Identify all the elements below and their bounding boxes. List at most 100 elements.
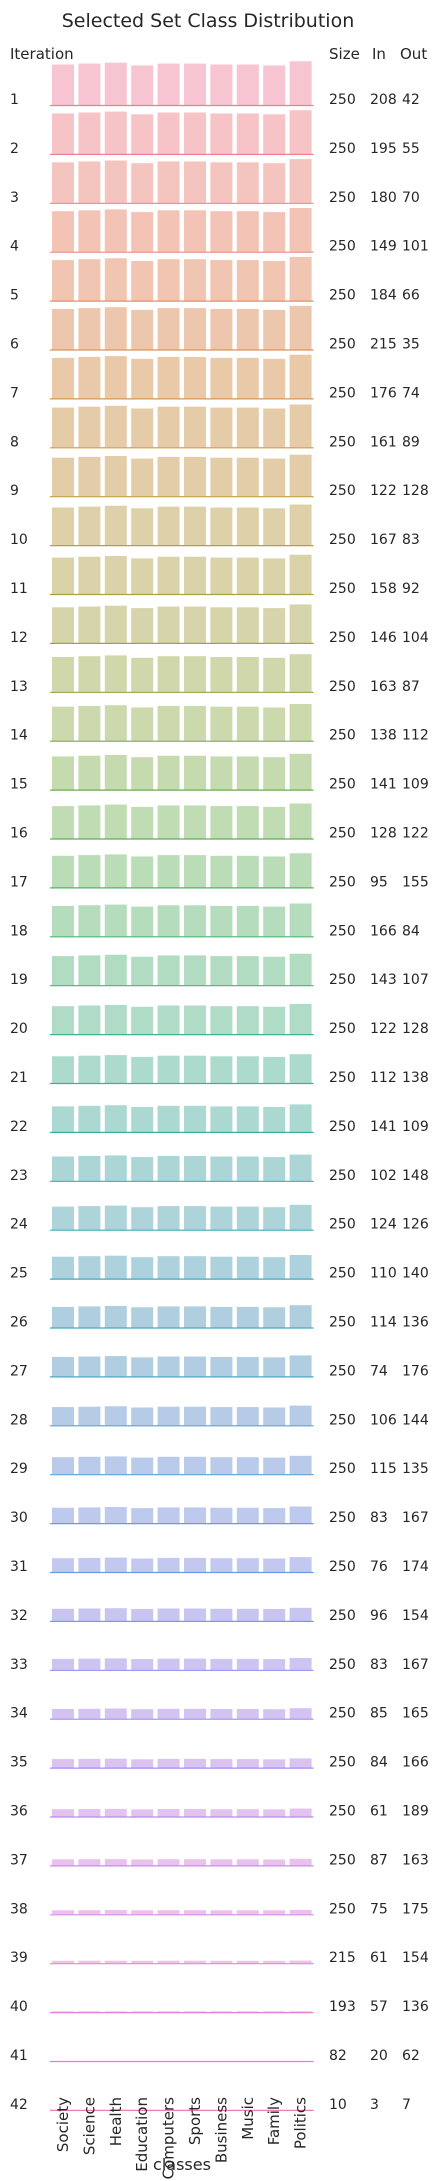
bar [210,1960,233,1964]
bar [131,508,154,546]
bar [157,1406,180,1426]
iteration-label: 40 [10,1999,28,2015]
stat-out: 155 [402,874,429,890]
iteration-label: 17 [10,874,28,890]
bar [236,706,259,741]
stat-in: 138 [370,728,397,744]
stat-in: 61 [370,1804,388,1820]
bar [184,705,206,741]
bar [157,456,180,497]
bar [236,557,259,594]
bar [78,259,101,301]
x-tick-label: Sports [186,2097,204,2145]
bar [131,806,154,839]
iteration-label: 8 [10,434,19,450]
bar [104,1255,127,1279]
bar [263,608,286,643]
iteration-label: 34 [10,1706,28,1722]
stat-size: 250 [329,581,356,597]
bar [263,1107,286,1132]
stat-size: 250 [329,679,356,695]
bar [52,756,74,790]
bar [289,604,312,643]
iteration-label: 15 [10,777,28,793]
bar [131,856,154,888]
bar [210,2011,233,2013]
bar [157,855,180,888]
iteration-label: 41 [10,2048,28,2064]
bar [78,406,101,448]
stat-out: 109 [402,1119,429,1135]
bar [289,554,312,594]
bar [210,657,233,692]
bar [131,309,154,350]
x-tick-label: Computers [160,2097,178,2180]
bar [104,1004,127,1035]
stat-in: 208 [370,92,397,108]
bar [78,357,101,399]
bar [157,259,180,301]
bar [210,1558,233,1572]
stat-in: 112 [370,1070,397,1086]
bar [210,1357,233,1377]
stat-size: 250 [329,1070,356,1086]
bar [263,1157,286,1181]
bar [289,1960,312,1964]
bar [184,1456,206,1475]
bar [184,955,206,986]
iteration-label: 42 [10,2097,28,2113]
iteration-label: 20 [10,1021,28,1037]
bar [236,2011,259,2013]
bar [52,1658,74,1670]
bar [210,309,233,350]
bar [157,357,180,399]
bar [210,357,233,399]
bar [78,1859,101,1866]
bar [131,458,154,497]
bar [184,357,206,399]
bar [52,557,74,594]
stat-out: 154 [402,1608,429,1624]
bar [104,904,127,937]
iteration-label: 31 [10,1559,28,1575]
bar [52,162,74,203]
stat-size: 250 [329,1217,356,1233]
stat-size: 250 [329,1559,356,1575]
bar [263,163,286,203]
bar [131,1960,154,1964]
stat-in: 106 [370,1412,397,1428]
stat-out: 70 [402,190,420,206]
iteration-label: 27 [10,1363,28,1379]
stat-out: 167 [402,1657,429,1673]
bar [184,656,206,692]
bar [184,855,206,888]
stat-out: 112 [402,728,429,744]
bar [289,803,312,839]
bar [263,261,286,301]
bar [289,404,312,448]
bar [131,261,154,301]
bar [52,1960,74,1964]
bar [236,1910,259,1915]
bar [236,357,259,399]
bar [78,1105,101,1132]
bar [52,1759,74,1768]
bar [289,1557,312,1572]
stat-size: 250 [329,532,356,548]
bar [104,705,127,741]
stat-in: 122 [370,483,397,499]
stat-size: 250 [329,1461,356,1477]
stat-in: 122 [370,1021,397,1037]
bar [289,504,312,546]
bar [289,1104,312,1132]
bar [210,1407,233,1426]
bar [78,955,101,986]
bar [263,508,286,546]
stat-in: 76 [370,1559,388,1575]
x-tick-label: Education [133,2097,151,2172]
bar [104,1960,127,1964]
bar [184,1206,206,1230]
bar [289,903,312,937]
bar [184,556,206,594]
bar [78,210,101,252]
